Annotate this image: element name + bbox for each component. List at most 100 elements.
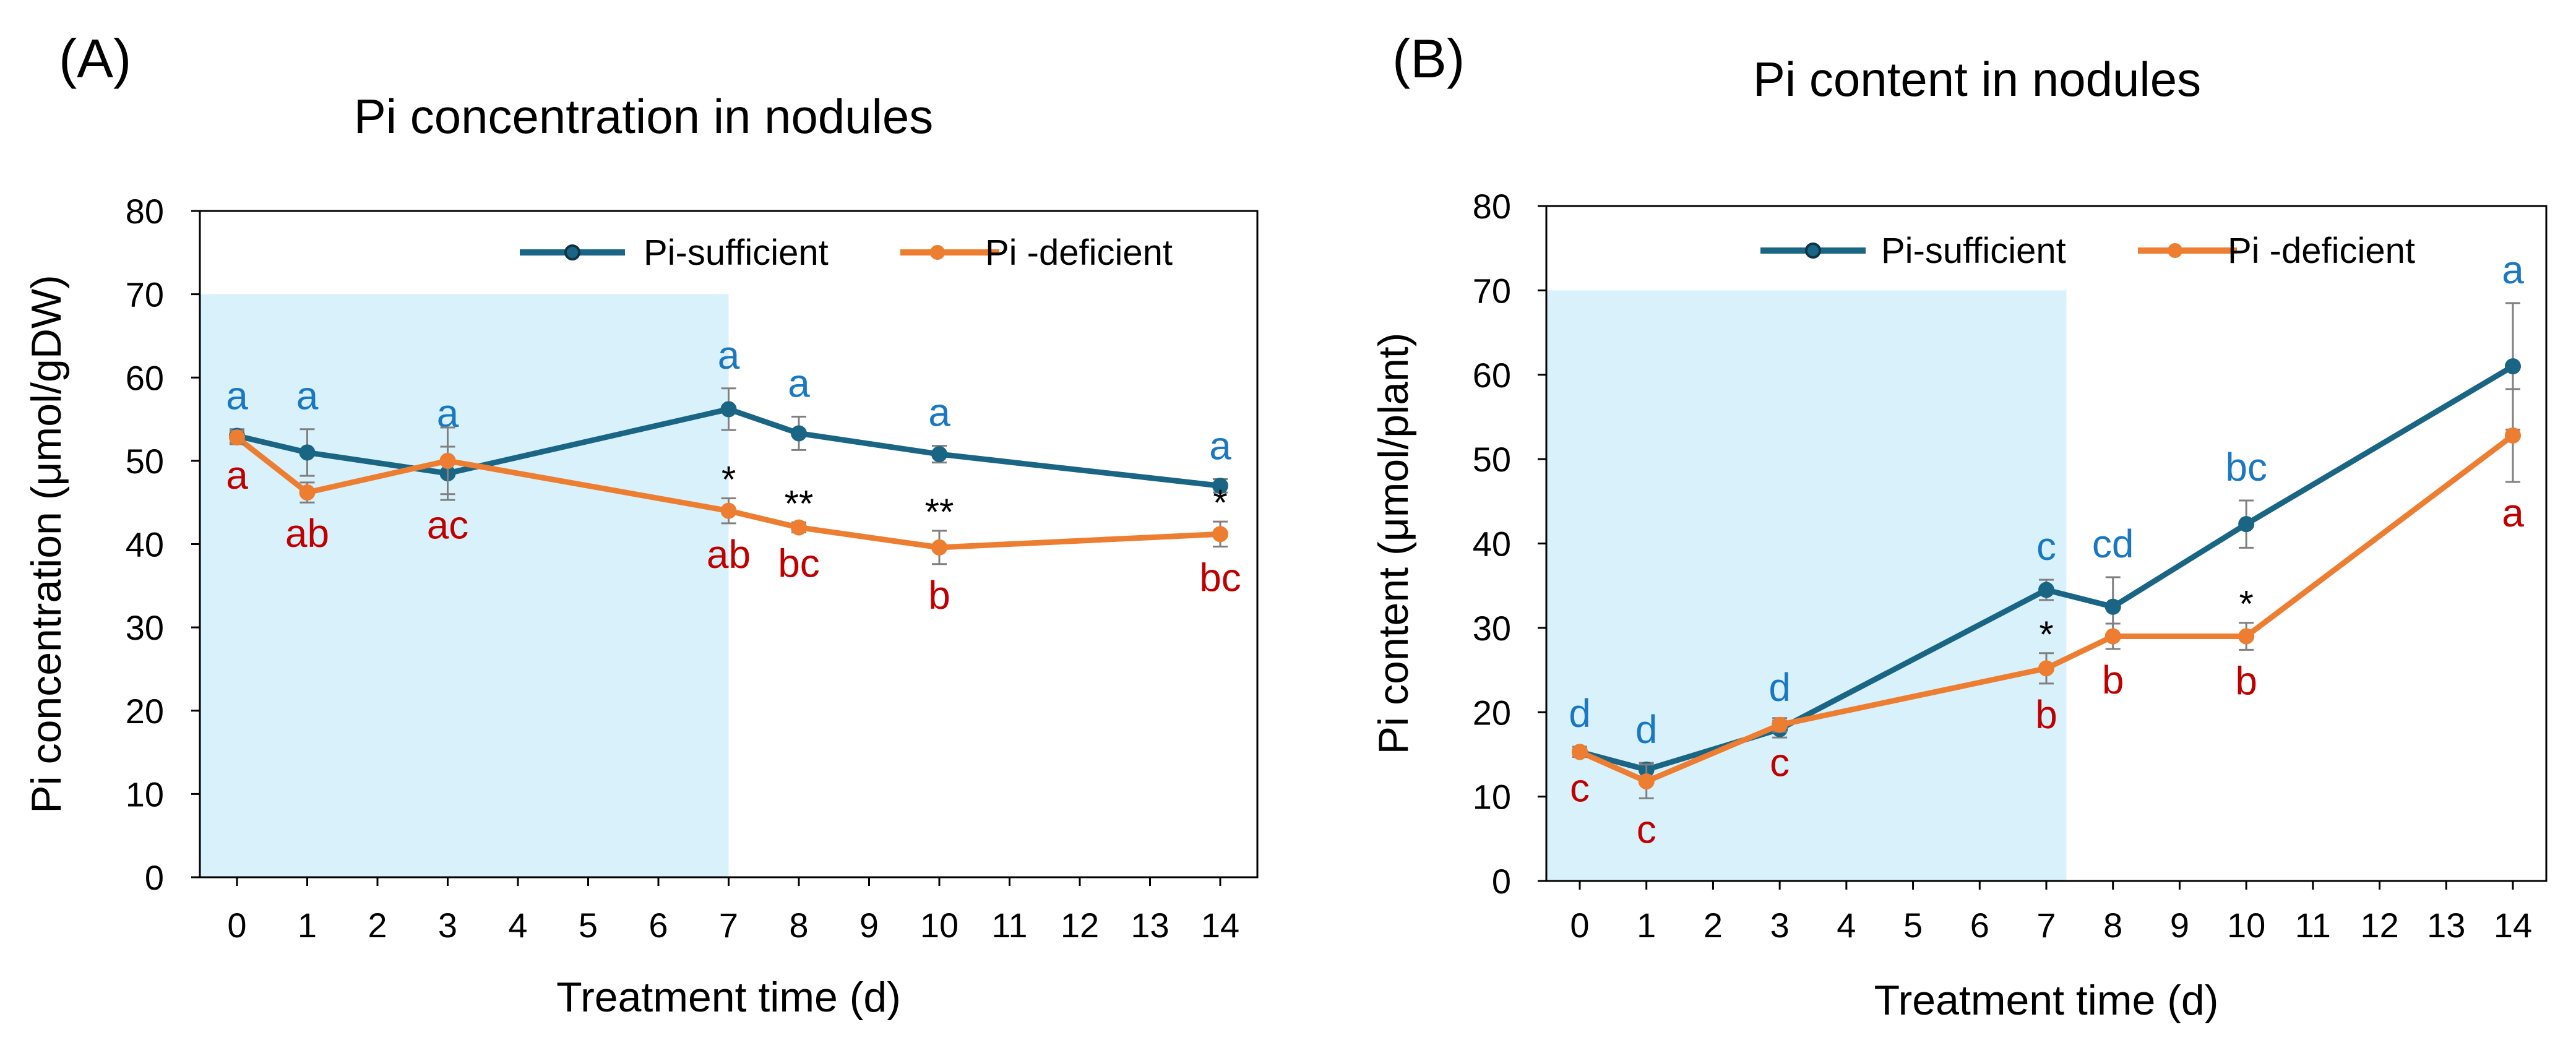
data-point (2038, 582, 2054, 598)
significance-letter: ab (285, 511, 329, 556)
x-tick-label: 13 (1131, 906, 1169, 945)
x-axis-title: Treatment time (d) (1874, 977, 2219, 1024)
data-point (931, 446, 947, 463)
legend-marker-pi-sufficient (564, 244, 580, 260)
legend-label-pi-deficient: Pi -deficient (985, 233, 1173, 273)
significance-letter: c (1637, 807, 1656, 851)
significance-letter: b (2235, 658, 2257, 703)
y-axis-title: Pi content (μmol/plant) (1370, 333, 1417, 755)
shaded-region (200, 294, 729, 877)
significance-letter: b (2102, 658, 2124, 702)
data-point (2104, 598, 2121, 615)
significance-star: * (1213, 482, 1227, 523)
significance-letter: c (1570, 766, 1590, 810)
x-tick-label: 1 (298, 906, 317, 945)
significance-star: * (2239, 583, 2253, 625)
data-point (299, 484, 316, 501)
significance-letter: a (226, 374, 248, 418)
y-tick-label: 40 (1473, 525, 1511, 564)
legend-marker-pi-deficient (930, 245, 945, 260)
significance-letter: d (1569, 691, 1591, 736)
y-tick-label: 0 (145, 858, 164, 897)
significance-letter: a (226, 453, 248, 497)
significance-letter: a (2502, 491, 2524, 535)
data-point (931, 539, 947, 556)
x-tick-label: 14 (2494, 906, 2532, 945)
significance-letter: ac (427, 503, 469, 548)
x-tick-label: 6 (648, 906, 668, 945)
y-axis-title: Pi concentration (μmol/gDW) (23, 275, 70, 814)
data-point (299, 444, 316, 461)
x-tick-label: 8 (2103, 906, 2122, 945)
x-tick-label: 12 (1061, 906, 1099, 945)
y-tick-label: 60 (1473, 356, 1511, 395)
y-tick-label: 50 (1473, 440, 1511, 479)
y-tick-label: 40 (126, 525, 164, 564)
data-point (791, 425, 807, 442)
significance-letter: bc (2225, 445, 2267, 489)
data-point (1212, 478, 1228, 494)
significance-letter: a (1209, 423, 1231, 468)
panel-label: (A) (59, 28, 131, 89)
y-tick-label: 60 (126, 358, 164, 397)
data-point (229, 429, 245, 446)
significance-letter: bc (778, 541, 820, 586)
x-tick-label: 11 (2295, 906, 2331, 945)
y-tick-label: 70 (126, 275, 164, 314)
x-tick-label: 7 (719, 906, 738, 945)
x-tick-label: 3 (438, 906, 457, 945)
y-tick-label: 80 (126, 192, 164, 231)
y-tick-label: 30 (126, 608, 164, 647)
x-tick-label: 4 (508, 906, 527, 945)
data-point (1772, 716, 1788, 733)
x-tick-label: 14 (1201, 906, 1239, 945)
y-tick-label: 20 (1473, 693, 1511, 732)
chart-title: Pi concentration in nodules (354, 89, 934, 144)
data-point (2038, 660, 2054, 677)
shaded-region (1546, 290, 2067, 881)
significance-star: ** (925, 491, 954, 533)
data-point (720, 401, 737, 418)
significance-letter: d (1635, 707, 1658, 752)
chart-title: Pi content in nodules (1753, 52, 2201, 106)
data-point (791, 519, 807, 536)
x-tick-label: 9 (2170, 906, 2189, 945)
x-axis-title: Treatment time (d) (556, 974, 901, 1021)
x-tick-label: 12 (2360, 906, 2398, 945)
significance-letter: a (296, 374, 319, 418)
x-tick-label: 1 (1637, 906, 1656, 945)
y-tick-label: 30 (1473, 609, 1511, 648)
x-tick-label: 6 (1970, 906, 1989, 945)
significance-letter: cd (2092, 522, 2134, 566)
y-tick-label: 70 (1473, 271, 1511, 310)
data-point (2505, 427, 2521, 444)
y-tick-label: 80 (1473, 187, 1511, 226)
significance-letter: a (928, 390, 950, 435)
x-tick-label: 2 (1704, 906, 1723, 945)
legend-label-pi-sufficient: Pi-sufficient (1881, 231, 2066, 271)
y-tick-label: 50 (126, 442, 164, 481)
x-tick-label: 3 (1770, 906, 1790, 945)
data-point (439, 452, 456, 469)
significance-letter: c (2036, 524, 2056, 569)
significance-star: * (722, 458, 736, 500)
x-tick-label: 7 (2036, 906, 2056, 945)
data-point (720, 502, 737, 519)
series-pi-deficient: c c c b b b a (1570, 388, 2524, 851)
y-tick-label: 0 (1492, 862, 1511, 901)
y-tick-label: 10 (126, 775, 164, 814)
significance-letter: d (1768, 665, 1791, 710)
significance-letter: ab (707, 532, 751, 577)
significance-letter: a (788, 361, 810, 406)
data-point (2505, 358, 2521, 375)
x-tick-label: 9 (859, 906, 879, 945)
panel-label: (B) (1392, 28, 1465, 89)
significance-letter: c (1770, 741, 1790, 785)
y-tick-label: 20 (126, 692, 164, 731)
legend-label-pi-sufficient: Pi-sufficient (644, 233, 829, 273)
significance-star: ** (785, 483, 814, 524)
